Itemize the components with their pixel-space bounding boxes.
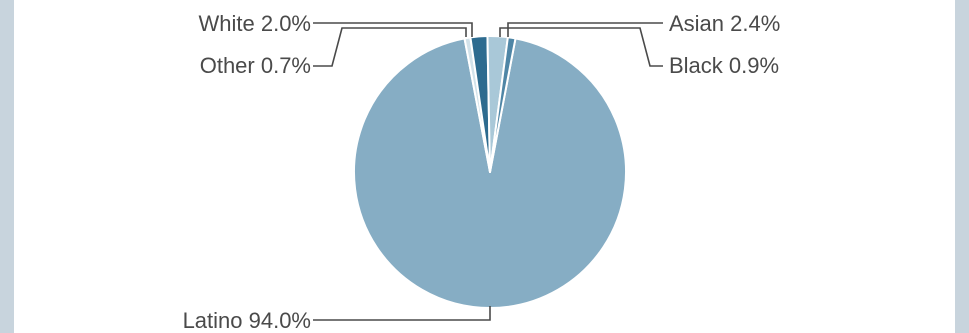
pie-slices — [353, 35, 627, 309]
leader-line-other — [313, 27, 467, 67]
leader-line-black — [499, 27, 663, 67]
leader-line-white — [313, 22, 473, 37]
label-white: White 2.0% — [199, 11, 312, 36]
leader-lines — [313, 22, 663, 321]
leader-line-latino — [313, 306, 491, 321]
label-other: Other 0.7% — [200, 53, 311, 78]
label-black: Black 0.9% — [669, 53, 779, 78]
label-asian: Asian 2.4% — [669, 11, 780, 36]
label-latino: Latino 94.0% — [183, 308, 311, 333]
leader-line-asian — [507, 22, 663, 37]
pie-slice-black — [489, 36, 517, 173]
slice-labels: White 2.0% Other 0.7% Asian 2.4% Black 0… — [183, 11, 781, 333]
